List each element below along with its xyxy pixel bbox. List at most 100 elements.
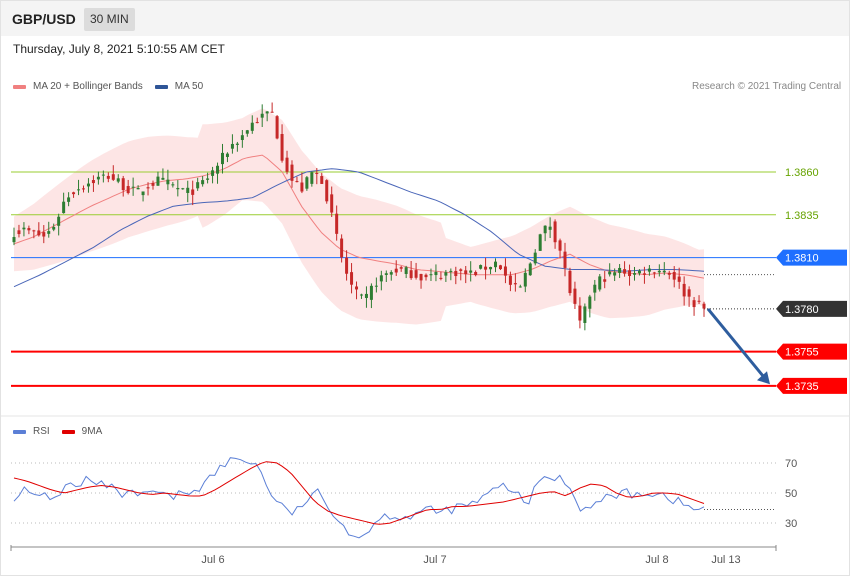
legend-ma50-label: MA 50 (174, 81, 204, 92)
candle-body (111, 174, 115, 180)
candle-body (290, 164, 294, 181)
candle-body (12, 237, 16, 243)
candle-body (355, 286, 359, 290)
level-tag-1.3810 (776, 249, 847, 266)
header-bar: GBP/USD 30 MIN (1, 1, 849, 36)
candle-body (32, 230, 36, 232)
candle-body (245, 130, 249, 134)
candle-body (404, 267, 408, 274)
rsi-line (13, 457, 705, 539)
candle-body (613, 272, 617, 276)
candle-body (225, 153, 229, 157)
candle-body (374, 285, 378, 287)
candle-body (250, 122, 254, 131)
candle-body (201, 180, 205, 185)
level-label-1.3780: 1.3780 (785, 304, 819, 316)
candle-body (464, 270, 468, 275)
candle-body (394, 268, 398, 273)
candle-body (285, 157, 289, 172)
candle-body (17, 230, 21, 235)
ma50-line (13, 168, 705, 288)
forecast-arrow-line (706, 307, 766, 379)
candle-body (508, 275, 512, 285)
candle-body (136, 188, 140, 190)
candle-body (454, 270, 458, 277)
candle-body (384, 273, 388, 275)
candle-body (677, 276, 681, 282)
candle-body (429, 274, 433, 276)
level-label-1.3755: 1.3755 (785, 347, 819, 359)
candle-body (220, 152, 224, 165)
candle-body (116, 178, 120, 182)
candle-body (206, 178, 210, 180)
level-tag-1.3735 (776, 377, 847, 394)
candle-body (533, 252, 537, 264)
candle-body (181, 188, 185, 190)
candle-body (444, 272, 448, 276)
candle-body (662, 270, 666, 273)
candle-body (419, 273, 423, 281)
candle-body (151, 183, 155, 186)
candle-body (255, 122, 259, 124)
candle-body (325, 180, 329, 202)
legend-9ma: 9MA (61, 426, 102, 437)
candle-body (171, 184, 175, 186)
candle-body (57, 216, 61, 226)
candle-body (434, 271, 438, 276)
candle-body (667, 272, 671, 275)
candle-body (260, 113, 264, 118)
candle-body (77, 189, 81, 191)
candle-body (498, 265, 502, 270)
candle-body (37, 230, 41, 236)
candle-body (91, 180, 95, 184)
candle-body (563, 251, 567, 268)
ma20-swatch (13, 84, 26, 89)
rsi-tick-30: 30 (785, 518, 797, 530)
candle-body (637, 270, 641, 274)
candle-body (156, 176, 160, 186)
candle-body (191, 189, 195, 195)
candle-body (315, 172, 319, 174)
level-label-1.3860: 1.3860 (785, 167, 819, 179)
candle-body (389, 272, 393, 275)
candle-body (86, 183, 90, 187)
candle-body (503, 266, 507, 276)
x-tick-label: Jul 6 (201, 554, 224, 566)
candle-body (62, 201, 66, 214)
rsi-tick-70: 70 (785, 458, 797, 470)
candle-body (573, 288, 577, 304)
candle-body (161, 177, 165, 180)
candle-body (96, 176, 100, 180)
timeframe-badge[interactable]: 30 MIN (84, 8, 135, 31)
level-label-1.3810: 1.3810 (785, 253, 819, 265)
candle-body (682, 283, 686, 297)
candle-body (548, 226, 552, 230)
candle-body (211, 170, 215, 176)
candle-body (528, 263, 532, 276)
x-tick-label: Jul 7 (423, 554, 446, 566)
candle-body (598, 276, 602, 290)
candle-body (359, 294, 363, 296)
candle-body (479, 265, 483, 269)
candle-body (42, 232, 46, 237)
candle-body (414, 270, 418, 278)
legend-ma20-label: MA 20 + Bollinger Bands (33, 81, 143, 92)
candle-body (543, 225, 547, 234)
candle-body (176, 187, 180, 190)
candle-body (494, 261, 498, 268)
candle-body (230, 143, 234, 149)
candle-body (186, 187, 190, 193)
candle-body (67, 197, 71, 202)
candle-body (295, 181, 299, 183)
candle-body (469, 270, 473, 273)
ma50-swatch (154, 84, 168, 89)
candle-body (141, 191, 145, 196)
candle-body (52, 227, 56, 230)
candle-body (196, 182, 200, 189)
candle-body (697, 300, 701, 302)
candle-body (578, 305, 582, 321)
candle-body (126, 186, 130, 194)
candle-body (702, 303, 706, 309)
candle-body (518, 286, 522, 288)
